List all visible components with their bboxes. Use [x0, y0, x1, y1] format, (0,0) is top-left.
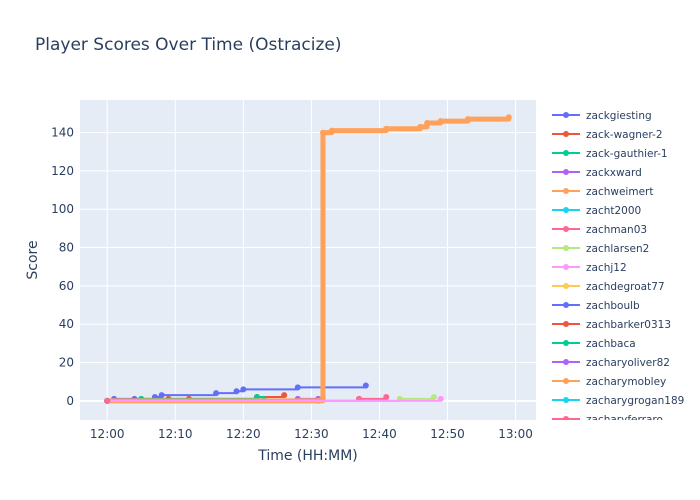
- legend-swatch-marker: [563, 207, 569, 213]
- legend-swatch-marker: [563, 416, 569, 420]
- legend-swatch-marker: [563, 131, 569, 137]
- x-axis-ticks: 12:00 12:10 12:20 12:30 12:40 12:50 13:00: [90, 427, 533, 441]
- legend-item[interactable]: zackxward: [552, 167, 642, 179]
- x-tick-label: 12:40: [362, 427, 397, 441]
- data-point: [424, 119, 431, 126]
- legend-item[interactable]: zackgiesting: [552, 110, 652, 122]
- legend-swatch-marker: [563, 378, 569, 384]
- x-tick-label: 12:50: [430, 427, 465, 441]
- legend-item[interactable]: zachweimert: [552, 186, 653, 198]
- legend-label: zacharyoliver82: [586, 357, 670, 369]
- data-point: [213, 390, 220, 397]
- legend-label: zachlarsen2: [586, 243, 649, 255]
- legend-swatch-marker: [563, 397, 569, 403]
- data-point: [505, 114, 512, 121]
- x-tick-label: 13:00: [498, 427, 533, 441]
- x-tick-label: 12:20: [226, 427, 261, 441]
- legend-swatch-marker: [563, 340, 569, 346]
- legend-item[interactable]: zack-wagner-2: [552, 129, 663, 141]
- legend-item[interactable]: zachlarsen2: [552, 243, 649, 255]
- legend-item[interactable]: zachdegroat77: [552, 281, 665, 293]
- legend-label: zacharymobley: [586, 376, 666, 388]
- legend-swatch-marker: [563, 188, 569, 194]
- legend-item[interactable]: zachj12: [552, 262, 627, 274]
- legend-label: zacht2000: [586, 205, 641, 217]
- legend-item[interactable]: zacharymobley: [552, 376, 666, 388]
- legend-label: zackgiesting: [586, 110, 652, 122]
- y-tick-label: 100: [51, 202, 74, 216]
- data-point: [319, 129, 326, 136]
- legend-item[interactable]: zachbaca: [552, 338, 636, 350]
- legend-label: zachj12: [586, 262, 627, 274]
- legend-swatch-marker: [563, 359, 569, 365]
- y-tick-label: 20: [59, 356, 74, 370]
- legend-swatch-marker: [563, 321, 569, 327]
- data-point: [430, 394, 437, 401]
- data-point: [383, 394, 390, 401]
- legend-item[interactable]: zack-gauthier-1: [552, 148, 668, 160]
- legend[interactable]: zackgiesting zack-wagner-2 zack-gauthier-1…: [552, 110, 684, 426]
- legend-item[interactable]: zacharyoliver82: [552, 357, 670, 369]
- y-axis-title: Score: [25, 240, 41, 279]
- legend-swatch-marker: [563, 169, 569, 175]
- legend-swatch-marker: [563, 302, 569, 308]
- gridlines: [80, 100, 536, 420]
- legend-swatch-marker: [563, 226, 569, 232]
- legend-label: zackxward: [586, 167, 642, 179]
- plot-area: [80, 100, 536, 420]
- legend-label: zacharygrogan189: [586, 395, 684, 407]
- legend-label: zachbarker0313: [586, 319, 671, 331]
- legend-label: zachbaca: [586, 338, 636, 350]
- data-point: [437, 395, 444, 402]
- data-point: [328, 127, 335, 134]
- y-tick-label: 60: [59, 279, 74, 293]
- legend-label: zachboulb: [586, 300, 640, 312]
- data-point: [464, 116, 471, 123]
- legend-swatch-marker: [563, 283, 569, 289]
- legend-item[interactable]: zacht2000: [552, 205, 641, 217]
- data-point: [158, 392, 165, 399]
- legend-label: zachdegroat77: [586, 281, 665, 293]
- series-zacharyferraro: [104, 397, 111, 404]
- chart-title: Player Scores Over Time (Ostracize): [35, 35, 342, 55]
- x-tick-label: 12:00: [90, 427, 125, 441]
- legend-swatch-marker: [563, 150, 569, 156]
- data-point: [294, 384, 301, 391]
- data-point: [417, 123, 424, 130]
- data-point: [362, 382, 369, 389]
- legend-item[interactable]: zacharygrogan189: [552, 395, 684, 407]
- data-point: [437, 118, 444, 125]
- data-point: [383, 125, 390, 132]
- legend-item[interactable]: zacharyferraro: [552, 414, 663, 426]
- series-layer: [104, 114, 512, 404]
- y-tick-label: 120: [51, 164, 74, 178]
- data-point: [240, 386, 247, 393]
- legend-label: zacharyferraro: [586, 414, 663, 426]
- legend-swatch-marker: [563, 264, 569, 270]
- legend-label: zack-gauthier-1: [586, 148, 668, 160]
- legend-item[interactable]: zachman03: [552, 224, 647, 236]
- x-tick-label: 12:10: [158, 427, 193, 441]
- legend-swatch-marker: [563, 245, 569, 251]
- y-tick-label: 140: [51, 126, 74, 140]
- legend-swatch-marker: [563, 112, 569, 118]
- legend-label: zack-wagner-2: [586, 129, 663, 141]
- legend-item[interactable]: zachbarker0313: [552, 319, 671, 331]
- legend-label: zachweimert: [586, 186, 653, 198]
- x-tick-label: 12:30: [294, 427, 329, 441]
- y-tick-label: 0: [66, 394, 74, 408]
- y-tick-label: 80: [59, 241, 74, 255]
- legend-item[interactable]: zachboulb: [552, 300, 640, 312]
- data-point: [233, 388, 240, 395]
- x-axis-title: Time (HH:MM): [257, 448, 358, 464]
- legend-label: zachman03: [586, 224, 647, 236]
- y-tick-label: 40: [59, 317, 74, 331]
- data-point: [104, 397, 111, 404]
- data-point: [281, 392, 288, 399]
- y-axis-ticks: 0 20 40 60 80 100 120 140: [51, 126, 74, 408]
